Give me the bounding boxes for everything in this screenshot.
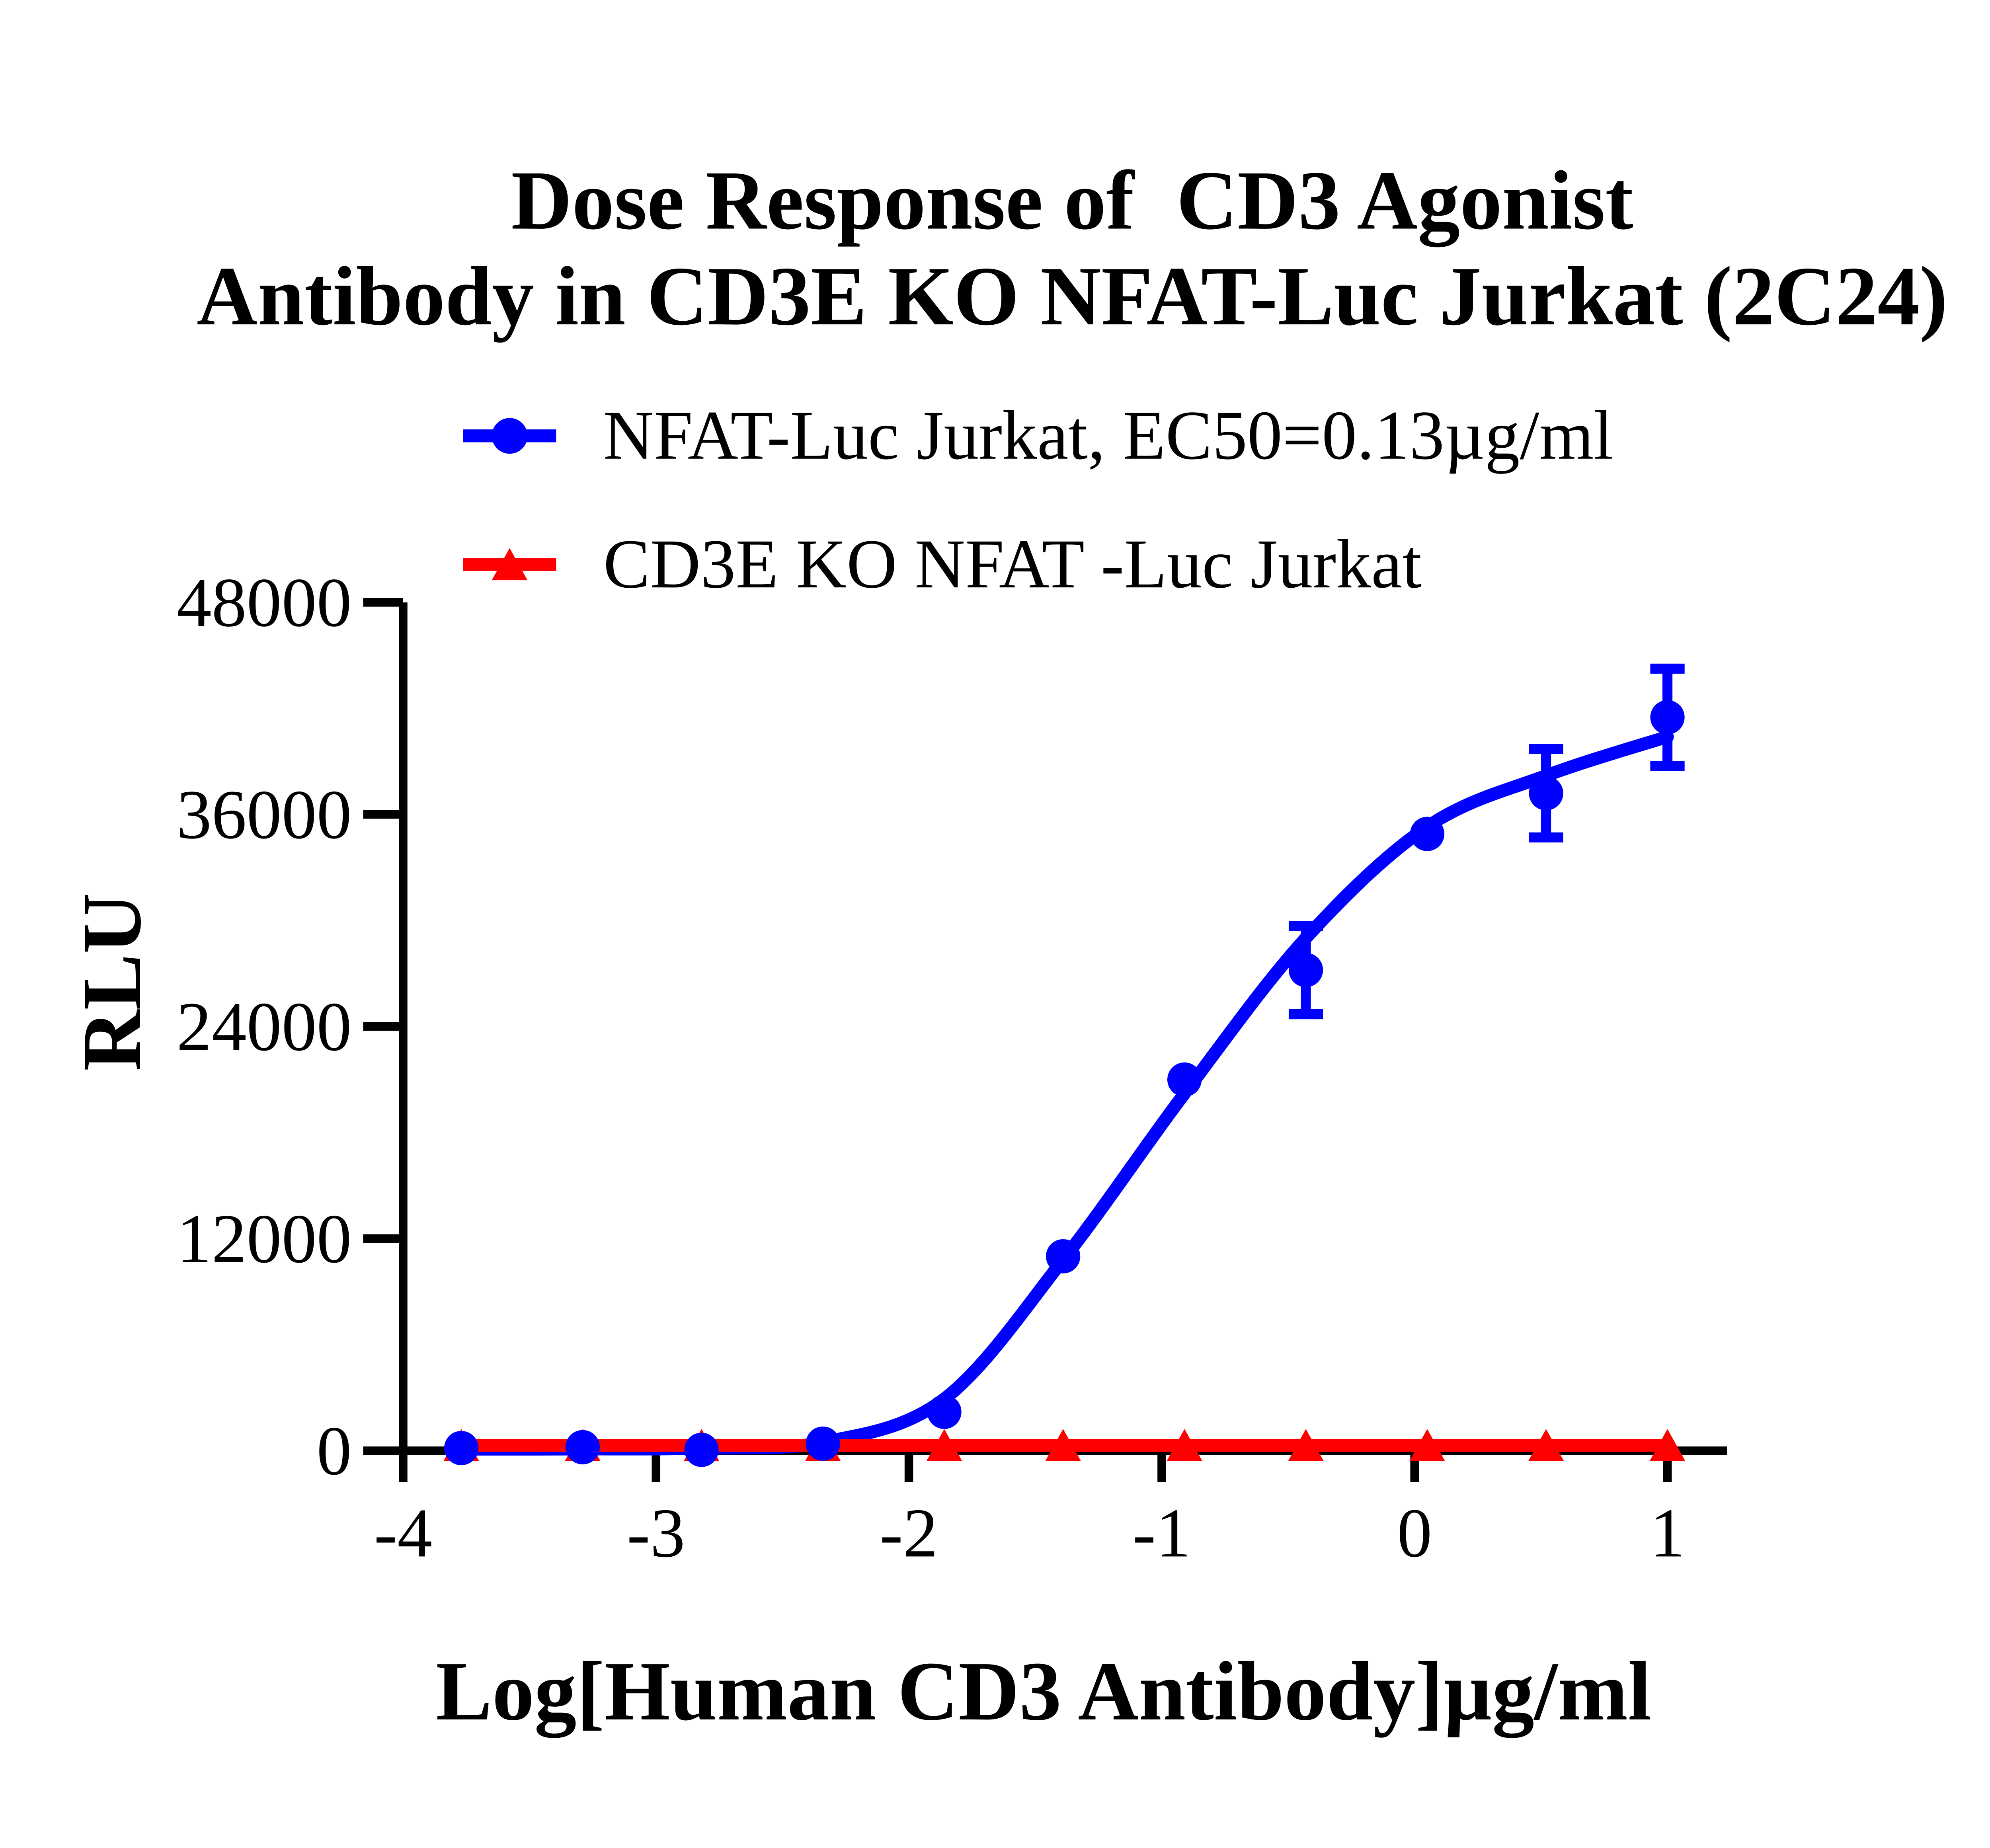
legend: NFAT-Luc Jurkat, EC50=0.13µg/ml CD3E KO … xyxy=(463,397,1613,603)
red-triangle-marker xyxy=(1528,1429,1564,1461)
red-triangle-marker xyxy=(926,1429,962,1461)
y-axis-title: RLU xyxy=(65,893,158,1071)
y-tick-label-36000: 36000 xyxy=(177,776,352,854)
x-tick-label--1: -1 xyxy=(1133,1494,1191,1572)
red-series xyxy=(443,1429,1686,1461)
legend-label-nfat-luc: NFAT-Luc Jurkat, EC50=0.13µg/ml xyxy=(603,397,1613,474)
red-triangle-marker xyxy=(1409,1429,1445,1461)
blue-circle-marker xyxy=(1046,1239,1081,1274)
legend-marker-cd3e-ko xyxy=(463,548,556,581)
red-triangle-marker xyxy=(1288,1429,1324,1461)
blue-circle-marker xyxy=(927,1394,962,1429)
blue-circle-marker xyxy=(1167,1062,1202,1097)
chart-title-line1: Dose Response of CD3 Agonist xyxy=(511,154,1633,248)
x-tick-label--2: -2 xyxy=(880,1494,938,1572)
y-tick-label-24000: 24000 xyxy=(177,988,352,1066)
legend-triangle-icon xyxy=(492,548,528,581)
blue-circle-marker xyxy=(1529,776,1563,811)
red-triangle-marker xyxy=(1045,1429,1081,1461)
blue-fit-curve xyxy=(455,730,1674,1456)
blue-circle-marker xyxy=(444,1431,479,1466)
x-tick-label-1: 1 xyxy=(1650,1494,1685,1572)
red-triangle-marker xyxy=(1167,1429,1202,1461)
blue-circle-marker xyxy=(565,1430,600,1464)
x-tick-label-0: 0 xyxy=(1397,1494,1432,1572)
red-triangle-marker xyxy=(1649,1429,1686,1461)
blue-circle-marker xyxy=(1410,817,1445,851)
blue-series xyxy=(444,663,1685,1467)
blue-circle-marker xyxy=(806,1426,840,1461)
legend-marker-nfat-luc xyxy=(463,418,556,454)
blue-circle-marker xyxy=(1288,953,1323,987)
x-tick-label--3: -3 xyxy=(627,1494,685,1572)
blue-circle-marker xyxy=(684,1433,719,1467)
blue-fit-curve-path xyxy=(455,730,1674,1456)
y-tick-label-48000: 48000 xyxy=(177,564,352,641)
blue-circle-marker xyxy=(1650,700,1685,735)
chart-title-line2: Antibody in CD3E KO NFAT-Luc Jurkat (2C2… xyxy=(197,249,1948,343)
legend-label-cd3e-ko: CD3E KO NFAT -Luc Jurkat xyxy=(603,525,1422,603)
x-tick-label--4: -4 xyxy=(374,1494,433,1572)
y-tick-label-0: 0 xyxy=(317,1412,352,1490)
x-axis-title: Log[Human CD3 Antibody]µg/ml xyxy=(436,1644,1651,1738)
legend-circle-icon xyxy=(492,418,528,454)
y-tick-label-12000: 12000 xyxy=(177,1200,352,1278)
